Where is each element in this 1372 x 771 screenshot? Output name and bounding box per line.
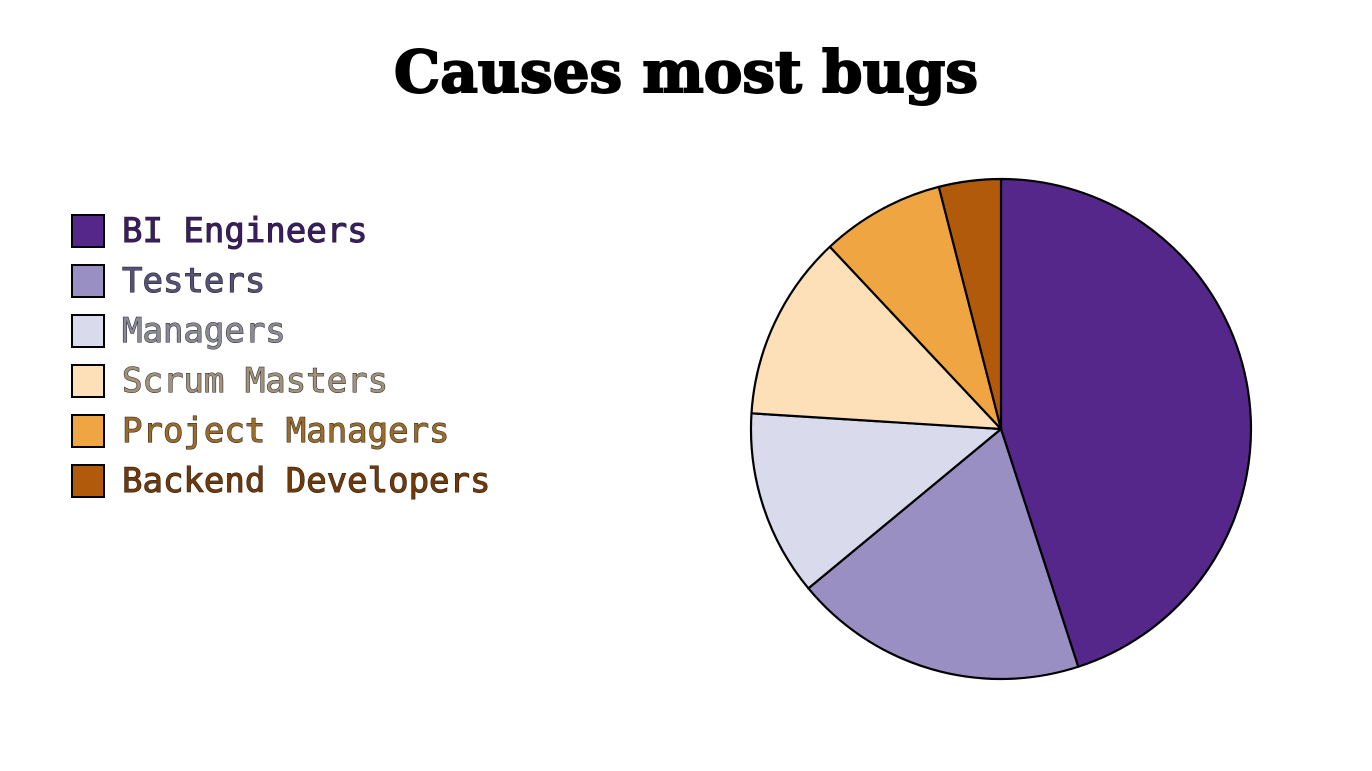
pie-slice-bi-engineers <box>999 177 1253 668</box>
legend-item-testers: Testers <box>70 261 590 311</box>
legend-swatch <box>71 314 105 348</box>
pie-slice-managers <box>749 412 1003 590</box>
legend-swatch <box>71 264 105 298</box>
legend-label: Project Managers <box>122 411 451 452</box>
legend-item-scrum-masters: Scrum Masters <box>70 361 590 411</box>
legend-item-managers: Managers <box>70 311 590 361</box>
legend-swatch <box>71 364 105 398</box>
legend-item-project-managers: Project Managers <box>70 411 590 461</box>
pie-slice-testers <box>807 427 1080 681</box>
legend-label: Testers <box>121 261 266 302</box>
legend-label: Managers <box>122 311 287 352</box>
legend-label: Scrum Masters <box>121 361 389 402</box>
legend-swatch <box>71 464 105 498</box>
legend-label: Backend Developers <box>121 461 491 502</box>
legend-label: BI Engineers <box>122 211 369 252</box>
pie-slice-project-managers <box>828 185 1003 431</box>
legend-item-backend-developers: Backend Developers <box>70 461 590 511</box>
legend-swatch <box>71 214 105 248</box>
legend-swatch <box>71 414 105 448</box>
legend: BI Engineers Testers Managers Scrum Mast… <box>70 211 590 511</box>
pie-slice-backend-developers <box>937 177 1003 431</box>
legend-item-bi-engineers: BI Engineers <box>70 211 590 261</box>
pie-slice-scrum-masters <box>750 245 1003 431</box>
chart-title: Causes most bugs <box>393 37 979 107</box>
